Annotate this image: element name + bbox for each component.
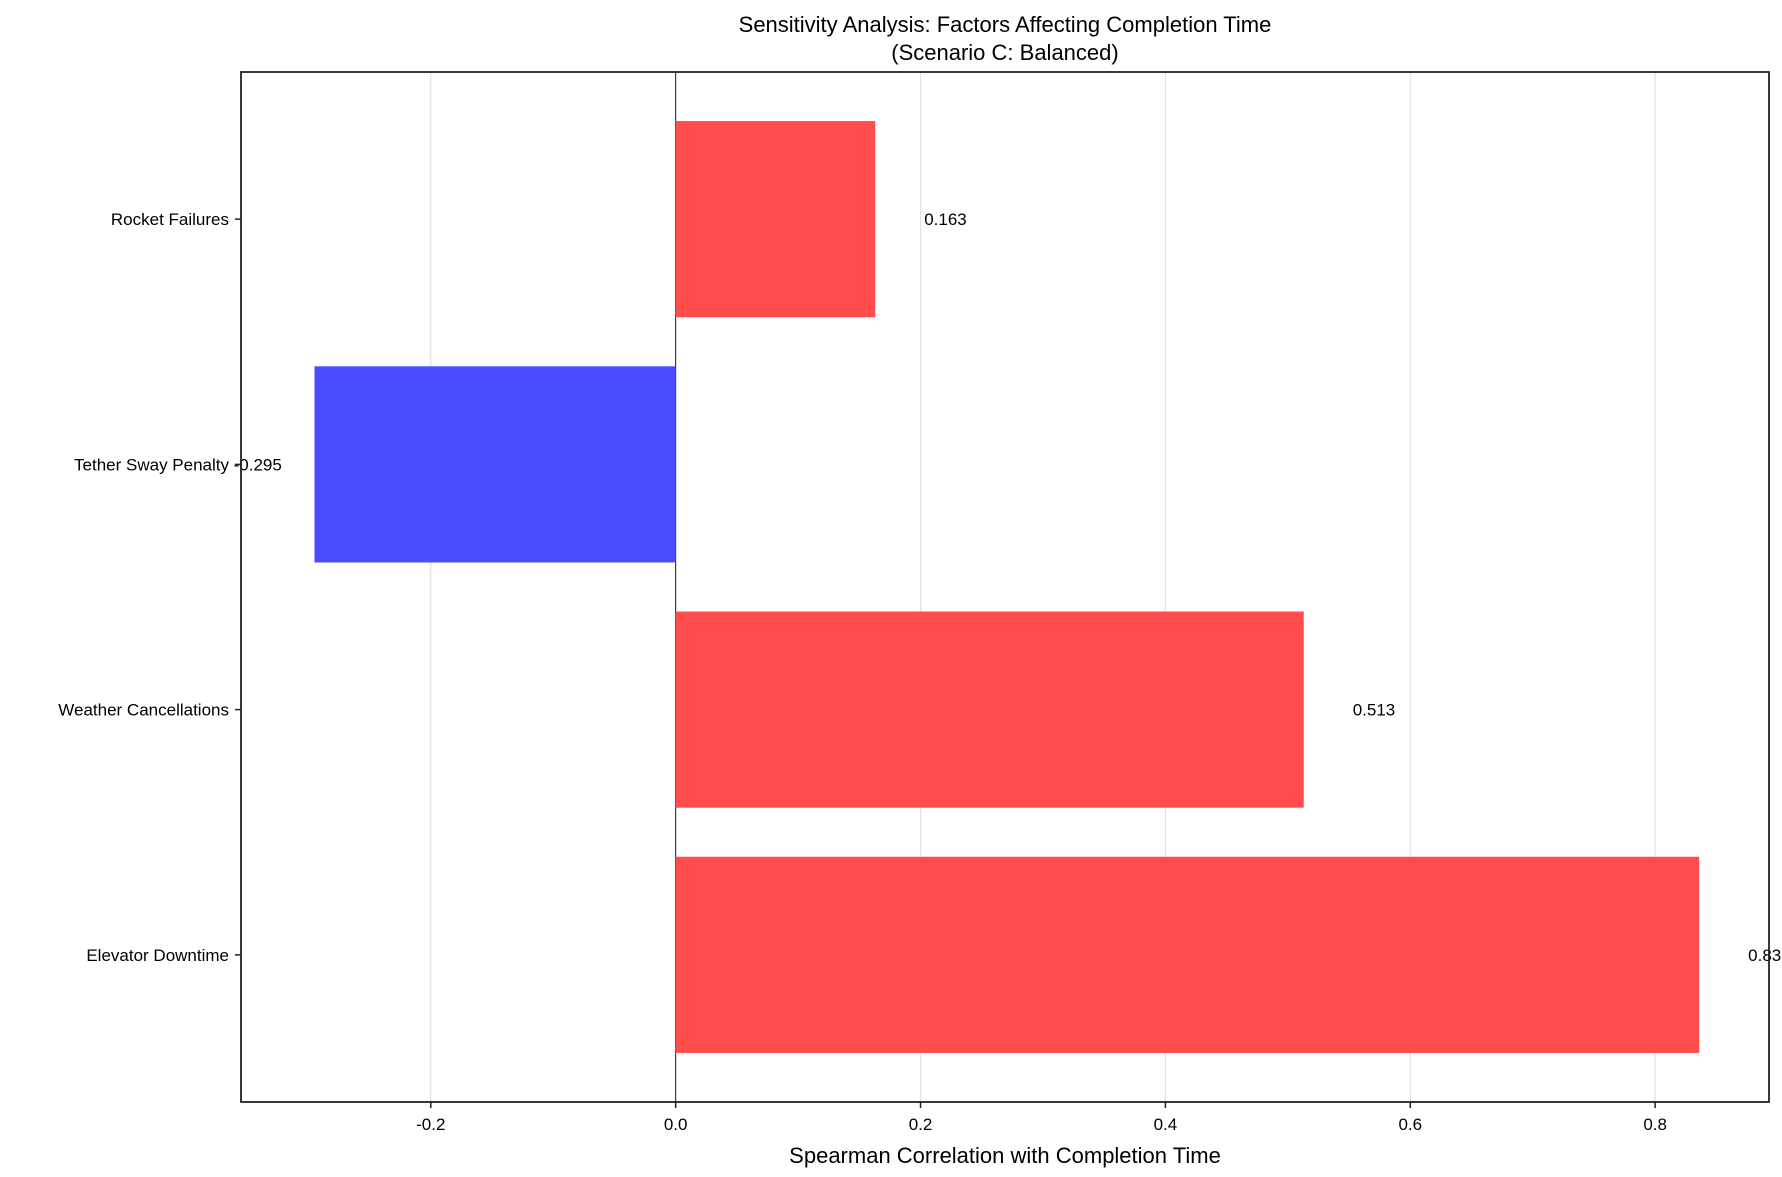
- value-label: 0.513: [1353, 701, 1396, 720]
- value-label: 0.163: [924, 210, 967, 229]
- x-tick-label: 0.8: [1643, 1115, 1667, 1134]
- plot-frame: [240, 71, 1770, 1103]
- x-tick-label: 0.0: [664, 1115, 688, 1134]
- chart-title: Sensitivity Analysis: Factors Affecting …: [739, 12, 1272, 37]
- x-tick-label: 0.2: [909, 1115, 933, 1134]
- y-tick-label: Rocket Failures: [111, 210, 229, 229]
- bar: [675, 856, 1700, 1053]
- x-tick-label: 0.4: [1154, 1115, 1178, 1134]
- bar: [314, 366, 676, 563]
- x-axis-label: Spearman Correlation with Completion Tim…: [789, 1143, 1221, 1168]
- bar: [675, 611, 1304, 808]
- value-label: 0.836: [1748, 946, 1782, 965]
- chart-subtitle: (Scenario C: Balanced): [891, 40, 1118, 65]
- y-tick-label: Weather Cancellations: [58, 701, 229, 720]
- x-tick-label: 0.6: [1398, 1115, 1422, 1134]
- value-label: -0.295: [234, 455, 282, 474]
- bar: [675, 121, 876, 318]
- y-tick-label: Elevator Downtime: [86, 946, 229, 965]
- x-tick-label: -0.2: [416, 1115, 445, 1134]
- y-tick-label: Tether Sway Penalty: [74, 455, 229, 474]
